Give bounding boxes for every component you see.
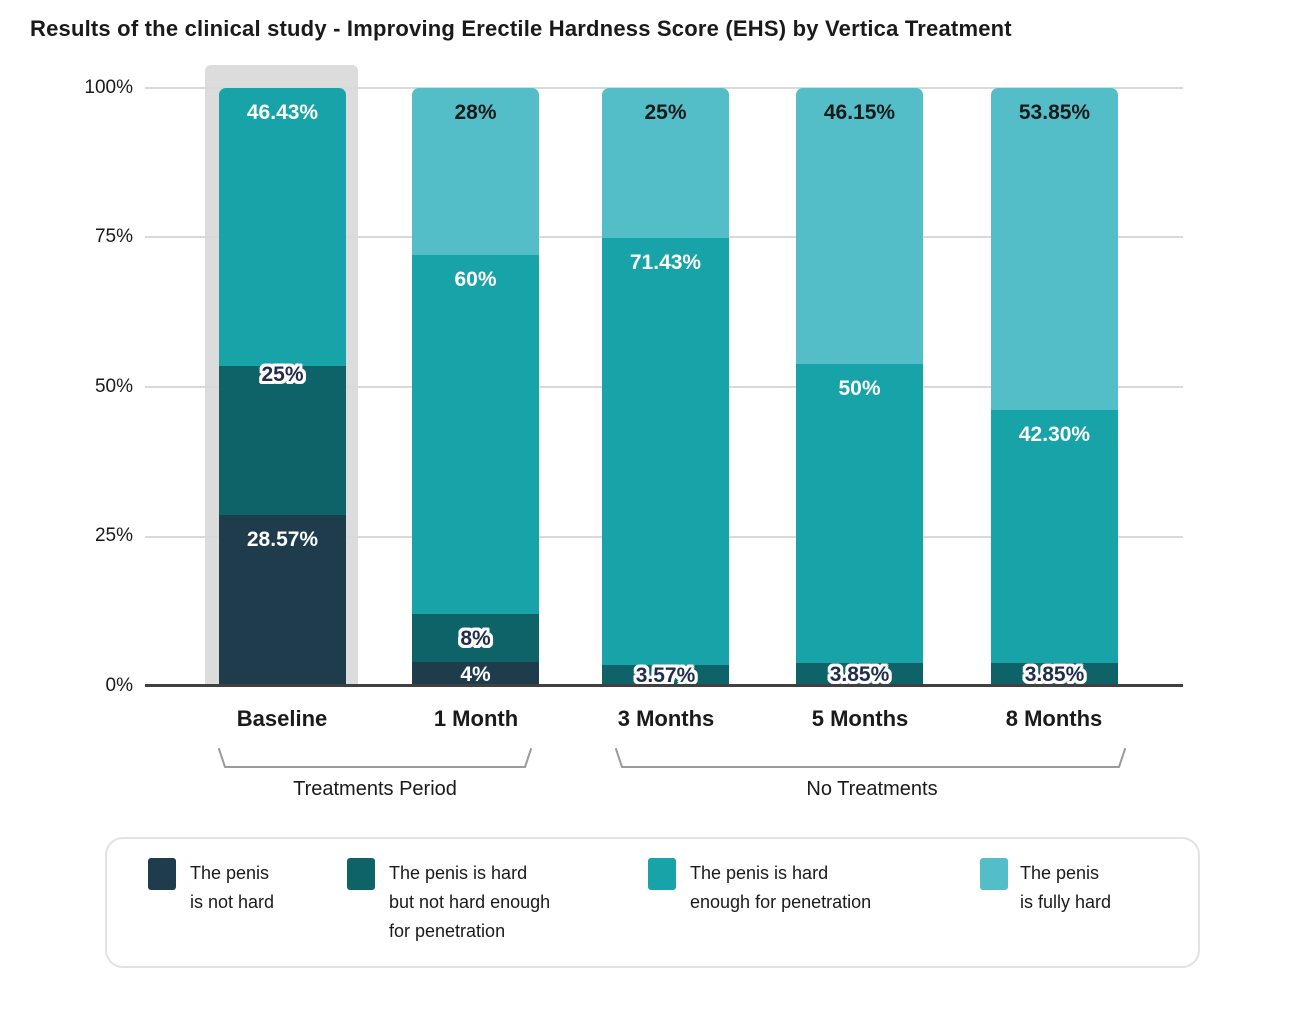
- legend-swatch-hard-enough: [648, 858, 676, 890]
- bar-segment-hard_not_enough: 3.85%: [991, 662, 1118, 686]
- y-tick-0: 0%: [105, 675, 133, 696]
- legend-label-hard-not-enough: The penis is hard but not hard enough fo…: [389, 863, 551, 941]
- bar-segment-hard_enough: 42.30%: [991, 410, 1118, 663]
- segment-value-label: 42.30%: [1018, 423, 1091, 447]
- category-label-baseline: Baseline: [236, 706, 328, 731]
- segment-value-label: 60%: [454, 268, 497, 292]
- group-label-treatments-period: Treatments Period: [293, 778, 457, 800]
- no-treatments-bracket: [615, 748, 1126, 768]
- stacked-bar-1-month: 28% 60% 8% 4%: [412, 88, 539, 686]
- segment-value-label: 46.43%: [246, 101, 319, 124]
- category-label-8-months: 8 Months: [1005, 706, 1103, 731]
- bar-segment-fully_hard: 46.15%: [796, 88, 923, 364]
- bar-segment-hard_enough: 60%: [412, 255, 539, 615]
- segment-value-label: 28.57%: [246, 528, 319, 552]
- bar-segment-not_hard: 4%: [412, 662, 539, 686]
- y-tick-100: 100%: [84, 77, 133, 98]
- segment-value-label: 71.43%: [629, 250, 702, 274]
- group-brackets: [218, 748, 1126, 768]
- group-label-no-treatments: No Treatments: [806, 778, 938, 800]
- legend-label-hard-enough: The penis is hard enough for penetration: [690, 863, 872, 912]
- stacked-bar-5-months: 46.15% 50% 3.85%: [796, 88, 923, 686]
- y-tick-50: 50%: [94, 376, 133, 397]
- bar-segment-hard_not_enough: 25%: [219, 362, 346, 516]
- bar-segment-fully_hard: 53.85%: [991, 88, 1118, 411]
- segment-value-label: 25%: [644, 101, 687, 124]
- stacked-bar-8-months: 53.85% 42.30% 3.85%: [991, 88, 1118, 686]
- segment-value-label: 25%: [261, 362, 304, 386]
- category-label-3-months: 3 Months: [617, 706, 715, 731]
- stacked-bar-3-months: 25% 71.43% 3.57%: [602, 88, 729, 686]
- segment-value-label: 4%: [460, 662, 491, 686]
- segment-value-label: 3.85%: [829, 662, 890, 686]
- segment-value-label: 53.85%: [1018, 101, 1091, 124]
- segment-value-label: 28%: [454, 101, 497, 124]
- stacked-bar-baseline: 46.43% 25% 28.57%: [219, 88, 346, 686]
- legend-swatch-hard-not-enough: [347, 858, 375, 890]
- legend: The penis is not hard The penis is hard …: [105, 837, 1200, 968]
- segment-value-label: 8%: [460, 626, 491, 650]
- category-label-1-month: 1 Month: [433, 706, 519, 731]
- bar-segment-hard_not_enough: 3.57%: [602, 663, 729, 686]
- segment-value-label: 3.85%: [1024, 662, 1085, 686]
- y-tick-75: 75%: [94, 226, 133, 247]
- bar-segment-hard_enough: 46.43%: [219, 88, 346, 366]
- treatments-period-bracket: [218, 748, 532, 768]
- bar-segment-fully_hard: 28%: [412, 88, 539, 256]
- legend-swatch-fully-hard: [980, 858, 1008, 890]
- chart-title: Results of the clinical study - Improvin…: [30, 16, 1012, 41]
- bar-segment-hard_not_enough: 8%: [412, 614, 539, 663]
- bar-segment-hard_not_enough: 3.85%: [796, 662, 923, 686]
- bar-segment-not_hard: 28.57%: [219, 515, 346, 686]
- y-tick-25: 25%: [94, 525, 133, 546]
- bar-segment-fully_hard: 25%: [602, 88, 729, 238]
- segment-value-label: 3.57%: [635, 663, 696, 686]
- bar-segment-hard_enough: 71.43%: [602, 237, 729, 665]
- bar-segment-hard_enough: 50%: [796, 363, 923, 663]
- legend-label-fully-hard: The penis is fully hard: [1020, 863, 1112, 912]
- category-label-5-months: 5 Months: [811, 706, 909, 731]
- x-axis-line: [145, 684, 1183, 687]
- segment-value-label: 46.15%: [823, 101, 896, 124]
- segment-value-label: 50%: [838, 376, 881, 400]
- legend-label-not-hard: The penis is not hard: [190, 863, 275, 912]
- legend-swatch-not-hard: [148, 858, 176, 890]
